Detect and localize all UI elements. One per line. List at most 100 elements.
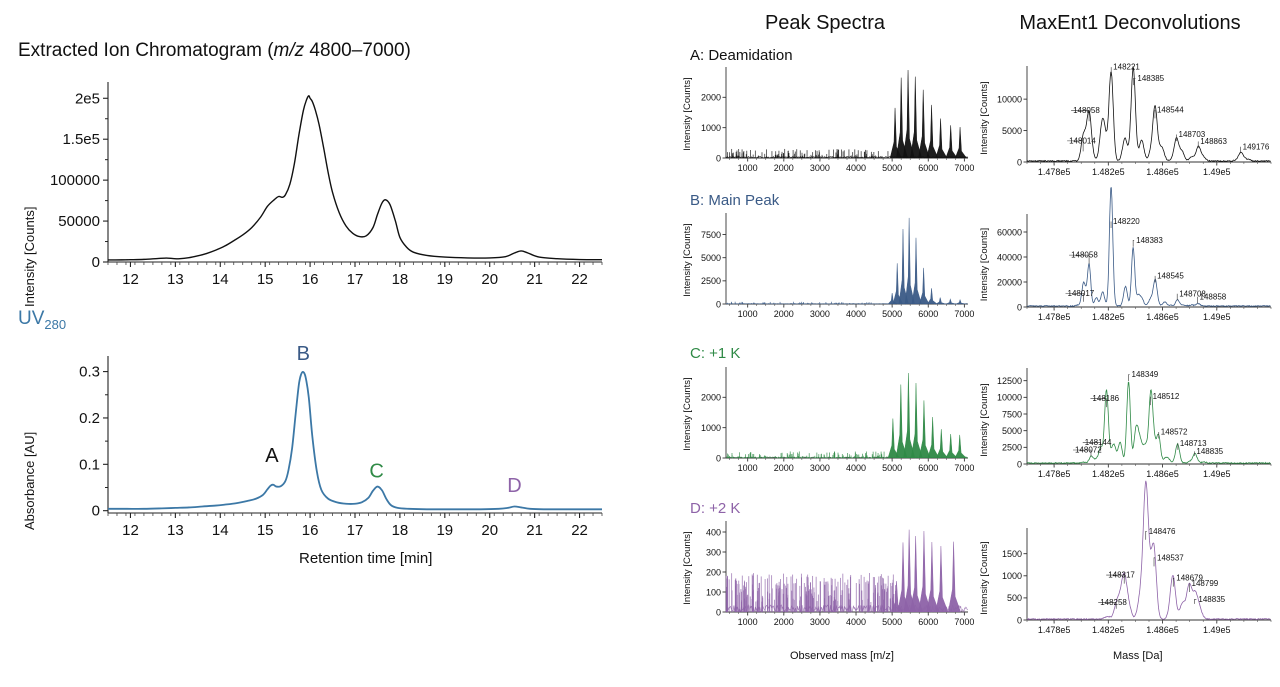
svg-text:19: 19 bbox=[436, 522, 453, 539]
svg-text:148349: 148349 bbox=[1132, 370, 1159, 379]
svg-text:148220: 148220 bbox=[1113, 217, 1140, 226]
svg-text:4000: 4000 bbox=[846, 163, 866, 173]
svg-text:148017: 148017 bbox=[1068, 289, 1095, 298]
svg-text:1500: 1500 bbox=[1002, 549, 1022, 559]
svg-text:0: 0 bbox=[92, 503, 100, 520]
svg-text:Intensity [Counts]: Intensity [Counts] bbox=[979, 228, 990, 301]
svg-text:1000: 1000 bbox=[738, 463, 758, 473]
svg-text:148476: 148476 bbox=[1149, 527, 1176, 536]
svg-text:1000: 1000 bbox=[738, 163, 758, 173]
svg-text:148058: 148058 bbox=[1071, 251, 1098, 260]
svg-text:0: 0 bbox=[1017, 157, 1022, 167]
svg-text:0.1: 0.1 bbox=[79, 456, 100, 473]
svg-text:7000: 7000 bbox=[954, 163, 974, 173]
svg-text:2500: 2500 bbox=[1002, 443, 1022, 453]
svg-text:4000: 4000 bbox=[846, 309, 866, 319]
svg-text:2500: 2500 bbox=[701, 276, 721, 286]
svg-text:1.486e5: 1.486e5 bbox=[1146, 625, 1179, 635]
svg-text:1.49e5: 1.49e5 bbox=[1203, 167, 1231, 177]
svg-text:6000: 6000 bbox=[918, 163, 938, 173]
svg-text:21: 21 bbox=[526, 522, 543, 539]
uv-y-axis-title: Absorbance [AU] bbox=[22, 431, 37, 530]
svg-text:5000: 5000 bbox=[882, 309, 902, 319]
deconv-chart-c: 0 2500 5000 7500 10000 12500 1.478e5 1.482e5 1.4… bbox=[975, 350, 1275, 490]
svg-text:17: 17 bbox=[347, 522, 364, 539]
spectra-chart-d: 0 100 200 300 400 1000 2000 3000 4000 5000 6000 700… bbox=[680, 516, 974, 638]
maxent1-column-header: MaxEnt1 Deconvolutions bbox=[1019, 12, 1241, 34]
svg-text:1.482e5: 1.482e5 bbox=[1092, 312, 1125, 322]
svg-text:148383: 148383 bbox=[1136, 236, 1163, 245]
svg-text:15: 15 bbox=[257, 522, 274, 539]
svg-text:1.478e5: 1.478e5 bbox=[1038, 625, 1071, 635]
spectra-chart-a: 0 1000 2000 1000 2000 3000 4000 5000 6000 7000 Int… bbox=[680, 62, 974, 184]
svg-text:5000: 5000 bbox=[1002, 426, 1022, 436]
row-label-c: C: +1 K bbox=[690, 345, 741, 362]
svg-text:1.49e5: 1.49e5 bbox=[1203, 469, 1231, 479]
svg-text:20000: 20000 bbox=[997, 277, 1022, 287]
svg-text:16: 16 bbox=[302, 522, 319, 539]
svg-text:14: 14 bbox=[212, 522, 229, 539]
svg-text:500: 500 bbox=[1007, 593, 1022, 603]
svg-text:2000: 2000 bbox=[774, 163, 794, 173]
svg-text:400: 400 bbox=[706, 527, 721, 537]
eic-chart-title: Extracted Ion Chromatogram (m/z 4800–700… bbox=[18, 40, 411, 62]
svg-text:5000: 5000 bbox=[882, 617, 902, 627]
svg-text:Intensity [Counts]: Intensity [Counts] bbox=[979, 81, 990, 154]
svg-text:0.2: 0.2 bbox=[79, 410, 100, 427]
svg-text:1.482e5: 1.482e5 bbox=[1092, 625, 1125, 635]
svg-text:148863: 148863 bbox=[1200, 137, 1227, 146]
svg-text:0: 0 bbox=[1017, 302, 1022, 312]
svg-text:3000: 3000 bbox=[810, 309, 830, 319]
svg-text:B: B bbox=[297, 343, 310, 365]
svg-text:15: 15 bbox=[257, 271, 274, 288]
svg-text:0: 0 bbox=[716, 453, 721, 463]
svg-text:14: 14 bbox=[212, 271, 229, 288]
svg-text:148572: 148572 bbox=[1161, 428, 1188, 437]
svg-text:7500: 7500 bbox=[701, 230, 721, 240]
uv-x-axis-title: Retention time [min] bbox=[299, 550, 433, 567]
svg-text:7000: 7000 bbox=[954, 617, 974, 627]
svg-text:19: 19 bbox=[436, 271, 453, 288]
svg-text:Intensity [Counts]: Intensity [Counts] bbox=[682, 223, 693, 296]
svg-text:10000: 10000 bbox=[997, 393, 1022, 403]
svg-text:148258: 148258 bbox=[1100, 598, 1127, 607]
svg-text:148317: 148317 bbox=[1108, 571, 1135, 580]
peak-spectra-column-header: Peak Spectra bbox=[764, 12, 886, 34]
svg-text:21: 21 bbox=[526, 271, 543, 288]
svg-text:148545: 148545 bbox=[1157, 271, 1184, 280]
svg-text:7000: 7000 bbox=[954, 463, 974, 473]
svg-text:16: 16 bbox=[302, 271, 319, 288]
svg-text:18: 18 bbox=[392, 271, 409, 288]
svg-text:Intensity [Counts]: Intensity [Counts] bbox=[979, 383, 990, 456]
svg-text:Intensity [Counts]: Intensity [Counts] bbox=[682, 77, 693, 150]
deconv-chart-d: 0 500 1000 1500 1.478e5 1.482e5 1.486e5 1.49e5 I… bbox=[975, 480, 1275, 646]
svg-text:0: 0 bbox=[92, 254, 100, 271]
svg-text:1.486e5: 1.486e5 bbox=[1146, 167, 1179, 177]
svg-text:200: 200 bbox=[706, 567, 721, 577]
svg-text:50000: 50000 bbox=[58, 213, 100, 230]
uv280-label-text: UV bbox=[18, 308, 45, 329]
svg-text:17: 17 bbox=[347, 271, 364, 288]
svg-text:0: 0 bbox=[716, 607, 721, 617]
svg-text:10000: 10000 bbox=[997, 94, 1022, 104]
svg-text:6000: 6000 bbox=[918, 463, 938, 473]
svg-text:3000: 3000 bbox=[810, 617, 830, 627]
eic-y-axis-title: Intensity [Counts] bbox=[22, 206, 37, 307]
svg-text:Intensity [Counts]: Intensity [Counts] bbox=[682, 531, 693, 604]
deconv-chart-b: 0 20000 40000 60000 1.478e5 1.482e5 1.486e5 1.4… bbox=[975, 187, 1275, 333]
row-label-b: B: Main Peak bbox=[690, 192, 780, 209]
row-label-d: D: +2 K bbox=[690, 500, 741, 517]
svg-text:0: 0 bbox=[1017, 615, 1022, 625]
svg-text:5000: 5000 bbox=[882, 463, 902, 473]
svg-text:148835: 148835 bbox=[1198, 595, 1225, 604]
svg-text:1.486e5: 1.486e5 bbox=[1146, 469, 1179, 479]
svg-text:2000: 2000 bbox=[774, 617, 794, 627]
svg-text:4000: 4000 bbox=[846, 463, 866, 473]
svg-text:1000: 1000 bbox=[738, 309, 758, 319]
uv280-label: UV280 bbox=[18, 308, 66, 332]
svg-text:13: 13 bbox=[167, 522, 184, 539]
deconv-x-axis-title: Mass [Da] bbox=[1113, 650, 1163, 662]
svg-text:1.5e5: 1.5e5 bbox=[62, 131, 100, 148]
svg-text:148144: 148144 bbox=[1085, 438, 1112, 447]
svg-text:1.486e5: 1.486e5 bbox=[1146, 312, 1179, 322]
